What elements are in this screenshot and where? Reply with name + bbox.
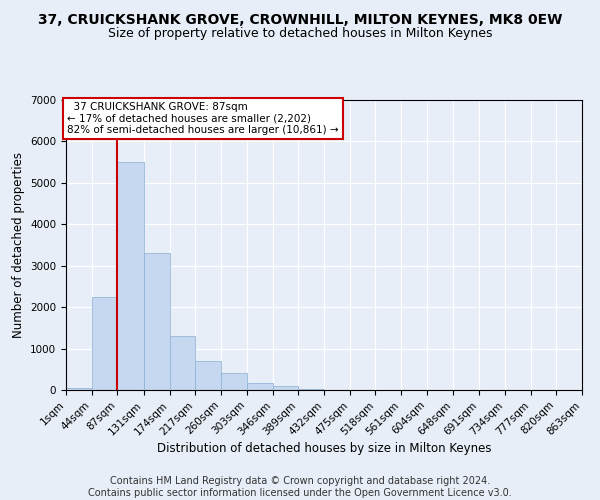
Bar — [221, 374, 247, 390]
Bar — [118, 162, 144, 390]
Bar — [92, 297, 118, 390]
Y-axis label: Number of detached properties: Number of detached properties — [11, 152, 25, 338]
Bar — [195, 361, 221, 390]
Text: Contains HM Land Registry data © Crown copyright and database right 2024.
Contai: Contains HM Land Registry data © Crown c… — [88, 476, 512, 498]
X-axis label: Distribution of detached houses by size in Milton Keynes: Distribution of detached houses by size … — [157, 442, 491, 455]
Text: Size of property relative to detached houses in Milton Keynes: Size of property relative to detached ho… — [108, 28, 492, 40]
Bar — [170, 336, 195, 390]
Bar — [247, 383, 272, 390]
Bar — [298, 388, 324, 390]
Text: 37, CRUICKSHANK GROVE, CROWNHILL, MILTON KEYNES, MK8 0EW: 37, CRUICKSHANK GROVE, CROWNHILL, MILTON… — [38, 12, 562, 26]
Bar — [66, 388, 92, 390]
Bar — [144, 254, 170, 390]
Text: 37 CRUICKSHANK GROVE: 87sqm
← 17% of detached houses are smaller (2,202)
82% of : 37 CRUICKSHANK GROVE: 87sqm ← 17% of det… — [67, 102, 339, 136]
Bar — [272, 386, 298, 390]
